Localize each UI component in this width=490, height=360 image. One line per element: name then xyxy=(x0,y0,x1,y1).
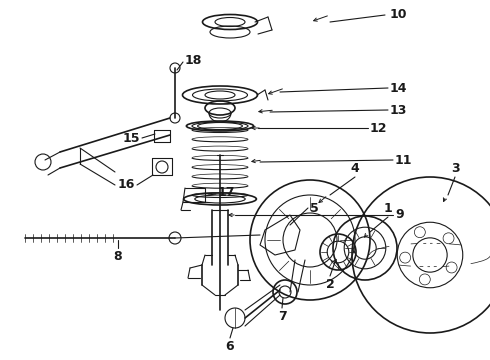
Text: 14: 14 xyxy=(390,81,408,94)
Text: 1: 1 xyxy=(384,202,392,215)
Text: 16: 16 xyxy=(118,179,135,192)
Text: 5: 5 xyxy=(310,202,319,215)
Text: 12: 12 xyxy=(370,122,388,135)
Text: 6: 6 xyxy=(226,340,234,353)
Text: 9: 9 xyxy=(395,208,404,221)
Text: 2: 2 xyxy=(326,278,334,291)
Text: 15: 15 xyxy=(122,131,140,144)
Text: 7: 7 xyxy=(278,310,286,323)
Text: 3: 3 xyxy=(451,162,459,175)
Text: 11: 11 xyxy=(395,153,413,166)
Text: 17: 17 xyxy=(218,185,236,198)
Text: 10: 10 xyxy=(390,9,408,22)
Text: 18: 18 xyxy=(185,54,202,67)
Text: 8: 8 xyxy=(114,250,122,263)
Text: 13: 13 xyxy=(390,104,407,117)
Text: 4: 4 xyxy=(351,162,359,175)
